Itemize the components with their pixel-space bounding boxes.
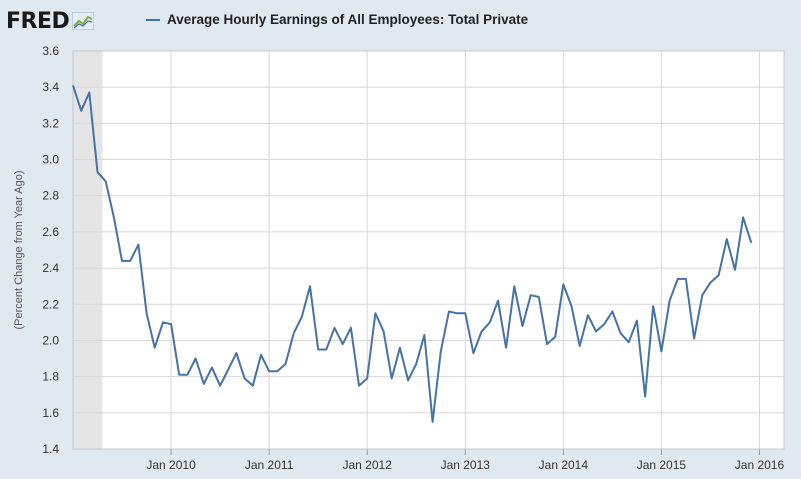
x-tick-label: Jan 2015 [637, 458, 687, 472]
fred-logo[interactable]: FRED [6, 8, 95, 34]
x-tick-label: Jan 2016 [735, 458, 785, 472]
x-tick-label: Jan 2012 [343, 458, 393, 472]
x-tick-label: Jan 2011 [245, 458, 294, 472]
plot-background [73, 51, 784, 449]
y-tick-label: 3.4 [42, 80, 59, 94]
logo-text: FRED [6, 8, 70, 34]
y-tick-label: 2.4 [42, 261, 59, 275]
legend-swatch [146, 18, 160, 21]
y-tick-label: 2.6 [42, 225, 59, 239]
trend-graph-icon [72, 12, 95, 30]
chart-legend[interactable]: Average Hourly Earnings of All Employees… [146, 12, 528, 27]
y-tick-label: 1.8 [42, 370, 59, 384]
y-axis-label: (Percent Change from Year Ago) [13, 171, 25, 330]
y-tick-label: 2.0 [42, 333, 59, 347]
y-tick-label: 3.6 [42, 44, 59, 58]
y-tick-label: 1.4 [42, 442, 59, 456]
series-line [72, 85, 753, 423]
y-tick-label: 2.8 [42, 189, 59, 203]
chart-header: FRED Average Hourly Earnings of All Empl… [0, 0, 801, 40]
y-tick-label: 1.6 [42, 406, 59, 420]
x-tick-label: Jan 2010 [146, 458, 196, 472]
plot-frame [72, 50, 785, 450]
y-tick-label: 3.0 [42, 153, 59, 167]
y-tick-label: 2.2 [42, 297, 59, 311]
recession-shading [73, 51, 103, 449]
x-tick-label: Jan 2013 [441, 458, 491, 472]
chart-title: Average Hourly Earnings of All Employees… [167, 12, 529, 27]
y-tick-label: 3.2 [42, 116, 59, 130]
x-tick-label: Jan 2014 [539, 458, 589, 472]
